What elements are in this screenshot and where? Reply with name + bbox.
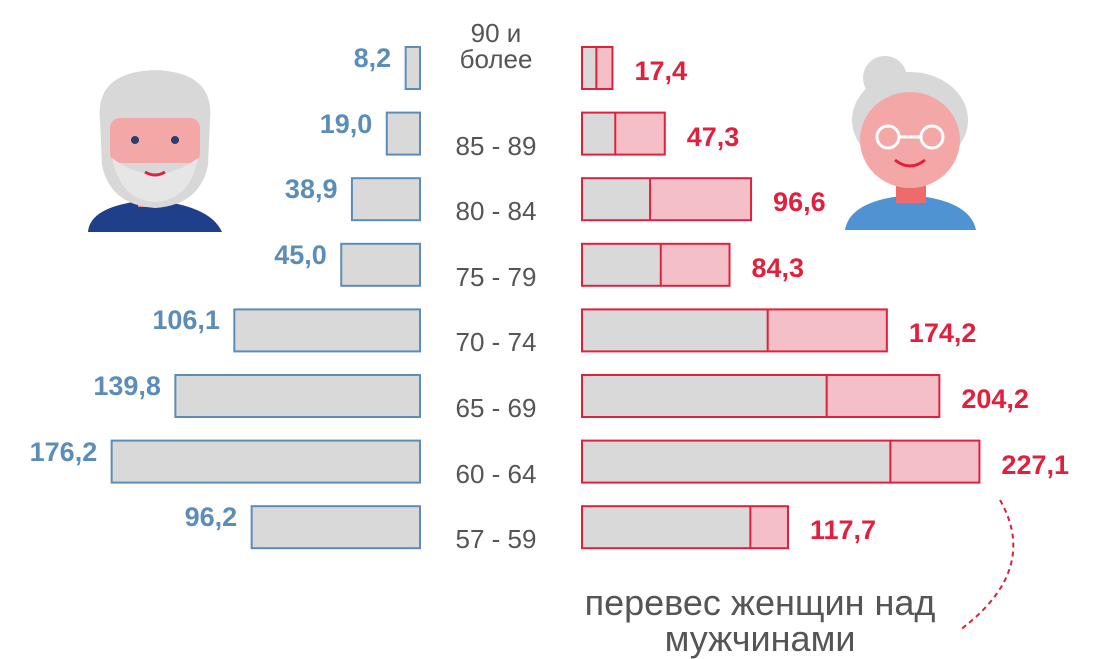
category-label: 60 - 64 bbox=[455, 458, 537, 489]
category-label: 75 - 79 bbox=[455, 261, 537, 292]
men-bar bbox=[404, 46, 421, 90]
women-base-bar bbox=[582, 178, 651, 221]
women-value-label: 96,6 bbox=[773, 187, 826, 218]
category-label: 70 - 74 bbox=[455, 327, 537, 358]
women-bar-outline bbox=[581, 46, 614, 90]
women-bar-outline bbox=[581, 242, 731, 287]
men-value-label: 106,1 bbox=[152, 305, 220, 336]
women-bar-outline bbox=[581, 439, 981, 484]
man-icon bbox=[88, 70, 222, 232]
women-bar-outline bbox=[581, 308, 888, 353]
men-value-label: 176,2 bbox=[29, 436, 98, 467]
annotation-arrow bbox=[959, 499, 1015, 631]
men-value-label: 45,0 bbox=[274, 239, 327, 270]
men-value-label: 96,2 bbox=[184, 502, 238, 533]
women-bar-outline bbox=[581, 374, 941, 418]
women-base-bar bbox=[582, 112, 616, 155]
category-label: 57 - 59 bbox=[455, 524, 537, 555]
women-excess-bar bbox=[767, 309, 887, 352]
men-value-label: 139,8 bbox=[93, 371, 161, 401]
men-bar bbox=[110, 439, 422, 484]
category-label: 85 - 89 bbox=[455, 130, 537, 161]
category-label: 65 - 69 bbox=[455, 393, 537, 423]
women-excess-bar bbox=[650, 178, 752, 221]
annotation: перевес женщин над мужчинами bbox=[584, 582, 936, 659]
men-value-label: 8,2 bbox=[353, 43, 392, 73]
woman-icon bbox=[845, 56, 976, 230]
women-value-label: 117,7 bbox=[809, 515, 877, 546]
women-bar-outline bbox=[581, 505, 789, 550]
men-bar bbox=[340, 242, 421, 287]
women-base-bar bbox=[582, 375, 827, 417]
men-bar bbox=[233, 308, 421, 353]
women-base-bar bbox=[582, 309, 768, 352]
category-label: 90 и более bbox=[459, 18, 533, 74]
women-excess-bar bbox=[615, 112, 665, 155]
men-bar bbox=[174, 374, 421, 418]
women-value-label: 204,2 bbox=[961, 384, 1029, 414]
women-bar-outline bbox=[581, 177, 753, 222]
women-base-bar bbox=[582, 243, 661, 286]
women-excess-bar bbox=[826, 375, 940, 417]
women-base-bar bbox=[582, 47, 597, 89]
men-bar bbox=[350, 177, 421, 222]
women-value-label: 84,3 bbox=[751, 252, 805, 283]
women-base-bar bbox=[582, 440, 891, 483]
category-label: 80 - 84 bbox=[455, 196, 537, 227]
women-excess-bar bbox=[750, 506, 788, 549]
men-bar bbox=[250, 505, 421, 550]
men-bar bbox=[385, 111, 421, 156]
women-bar-outline bbox=[581, 111, 666, 156]
women-excess-bar bbox=[890, 440, 980, 483]
women-value-label: 227,1 bbox=[1001, 449, 1069, 480]
men-value-label: 19,0 bbox=[319, 108, 373, 139]
women-excess-bar bbox=[660, 243, 730, 286]
women-excess-bar bbox=[596, 47, 613, 89]
men-value-label: 38,9 bbox=[284, 174, 338, 205]
women-base-bar bbox=[582, 506, 751, 549]
women-value-label: 47,3 bbox=[686, 121, 740, 152]
women-value-label: 174,2 bbox=[908, 318, 977, 349]
women-value-label: 17,4 bbox=[634, 56, 687, 86]
